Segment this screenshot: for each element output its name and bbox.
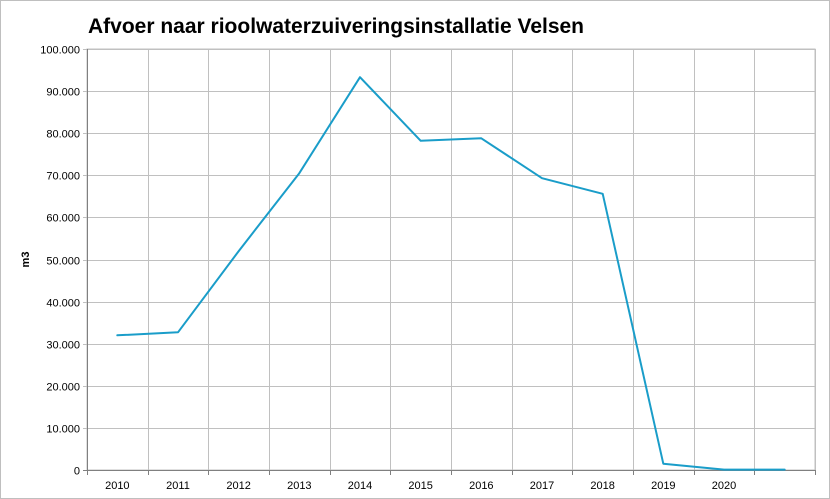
x-tick-label: 2014 [348, 480, 372, 492]
x-tick-label: 2011 [166, 480, 190, 492]
x-tick-label: 2017 [530, 480, 554, 492]
y-tick-label: 30.000 [46, 340, 80, 352]
y-tick-label: 90.000 [46, 87, 80, 99]
x-tick-label: 2020 [712, 480, 736, 492]
y-axis-label: m3 [20, 252, 32, 268]
y-tick-label: 0 [74, 466, 80, 478]
x-tick-label: 2015 [408, 480, 432, 492]
y-tick-label: 40.000 [46, 298, 80, 310]
x-tick-label: 2013 [287, 480, 311, 492]
y-tick-label: 100.000 [40, 45, 80, 57]
y-tick-label: 10.000 [46, 424, 80, 436]
x-tick-label: 2019 [651, 480, 675, 492]
y-tick-label: 60.000 [46, 213, 80, 225]
y-tick-label: 20.000 [46, 382, 80, 394]
x-tick-label: 2010 [105, 480, 129, 492]
y-tick-label: 80.000 [46, 129, 80, 141]
series-line [116, 76, 786, 471]
y-tick-label: 70.000 [46, 171, 80, 183]
y-tick-label: 50.000 [46, 256, 80, 268]
x-tick-label: 2018 [590, 480, 614, 492]
x-tick-label: 2016 [469, 480, 493, 492]
chart-title: Afvoer naar rioolwaterzuiveringsinstalla… [88, 15, 585, 38]
x-tick-label: 2012 [226, 480, 250, 492]
